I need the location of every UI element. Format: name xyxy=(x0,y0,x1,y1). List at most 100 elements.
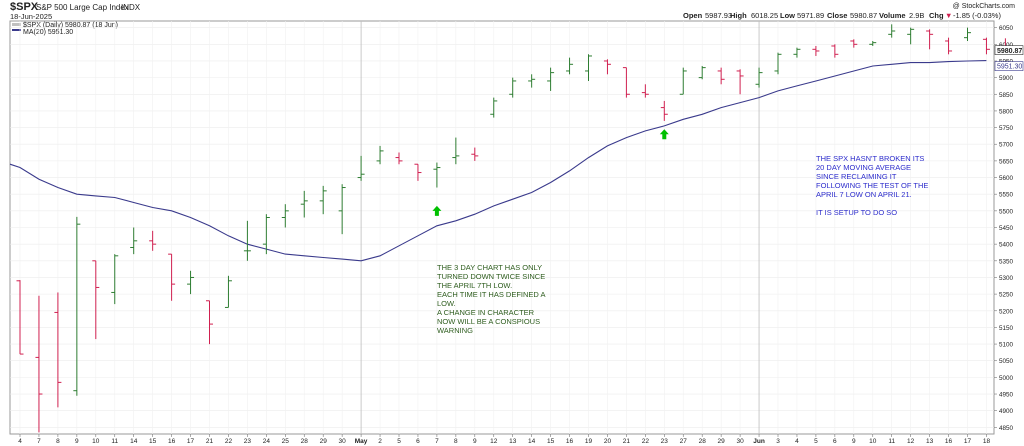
x-tick-label: 20 xyxy=(604,438,612,445)
y-tick-label: 6050 xyxy=(999,25,1014,32)
chg-arrow: ▼ xyxy=(945,11,952,20)
x-tick-label: 17 xyxy=(187,438,195,445)
chart-index-name: S&P 500 Large Cap Index xyxy=(36,3,129,12)
x-tick-label: 23 xyxy=(244,438,252,445)
x-tick-label: 17 xyxy=(964,438,972,445)
copyright: @ StockCharts.com xyxy=(953,3,1016,10)
legend-ma: MA(20) 5951.30 xyxy=(23,29,73,36)
chart-date: 18-Jun-2025 xyxy=(10,12,52,21)
x-tick-label: 7 xyxy=(435,438,439,445)
ohlc-bar xyxy=(831,44,839,58)
up-arrow-icon xyxy=(432,205,442,216)
price-tag: 5980.87 xyxy=(994,45,1024,55)
y-tick-label: 5350 xyxy=(999,258,1014,265)
high-value: 6018.25 xyxy=(751,11,778,20)
x-tick-label: 16 xyxy=(945,438,953,445)
x-tick-label: 28 xyxy=(699,438,707,445)
y-tick-label: 5600 xyxy=(999,175,1014,182)
ohlc-bar xyxy=(414,163,422,181)
x-tick-label: 14 xyxy=(130,438,138,445)
y-tick-label: 6000 xyxy=(999,42,1014,49)
ma20-layer xyxy=(9,60,987,262)
x-tick-label: 22 xyxy=(642,438,650,445)
ohlc-bar xyxy=(717,67,725,85)
open-label: Open xyxy=(683,11,703,20)
ohlc-bar xyxy=(130,227,138,255)
ohlc-bar xyxy=(945,37,953,55)
y-tick-label: 4900 xyxy=(999,408,1014,415)
chart-symbol: $SPX xyxy=(10,1,39,13)
y-tick-label: 5000 xyxy=(999,375,1014,382)
x-tick-label: 25 xyxy=(282,438,290,445)
ohlc-bar xyxy=(850,39,858,48)
ohlc-bar xyxy=(187,270,195,295)
price-tag-box xyxy=(994,45,1024,55)
x-tick-label: 5 xyxy=(814,438,818,445)
x-tick-label: 21 xyxy=(206,438,214,445)
y-tick-label: 5100 xyxy=(999,342,1014,349)
close-label: Close xyxy=(827,11,847,20)
ohlc-bar xyxy=(433,162,441,188)
close-value: 5980.87 xyxy=(850,11,877,20)
x-tick-label: 11 xyxy=(888,438,895,445)
x-tick-label: 19 xyxy=(585,438,593,445)
ohlc-bar xyxy=(528,74,536,88)
annotation-blue-line: SINCE RECLAIMING IT xyxy=(816,172,897,181)
ohlc-bar xyxy=(338,184,346,235)
x-tick-label: 16 xyxy=(168,438,176,445)
y-tick-label: 5800 xyxy=(999,108,1014,115)
y-tick-label: 5250 xyxy=(999,292,1014,299)
x-tick-label: May xyxy=(355,438,368,445)
x-tick-label: 4 xyxy=(795,438,799,445)
annotation-green-line: TURNED DOWN TWICE SINCE xyxy=(437,272,545,281)
x-tick-label: 14 xyxy=(528,438,536,445)
ohlc-bar xyxy=(964,27,971,41)
x-tick-label: 8 xyxy=(56,438,60,445)
y-tick-label: 5200 xyxy=(999,308,1014,315)
annotation-green-line: A CHANGE IN CHARACTER xyxy=(437,308,535,317)
ohlc-bar xyxy=(224,275,232,308)
ma-tag-box xyxy=(994,61,1024,71)
ohlc-bar xyxy=(206,300,213,345)
ohlc-bar xyxy=(262,214,270,255)
ohlc-bar xyxy=(490,97,498,118)
y-tick-label: 5400 xyxy=(999,242,1014,249)
ohlc-bar xyxy=(300,190,308,218)
ohlc-bar xyxy=(54,292,62,408)
x-tick-label: 29 xyxy=(718,438,726,445)
signal-arrows xyxy=(432,129,669,216)
x-axis: 4 7 8 9 10 11 14 15 16 17 21 22 23 24 25 28 29 30 May 2 5 6 7 8… xyxy=(18,434,990,445)
ohlc-bar xyxy=(698,65,706,80)
legend-price: $SPX (Daily) 5980.87 (18 Jun) xyxy=(23,22,118,29)
ohlc-bar xyxy=(452,137,460,165)
x-tick-label: 6 xyxy=(833,438,837,445)
y-tick-label: 5900 xyxy=(999,75,1014,82)
y-tick-label: 5450 xyxy=(999,225,1014,232)
x-tick-label: 27 xyxy=(680,438,688,445)
ohlc-bar xyxy=(679,67,687,95)
y-tick-label: 5700 xyxy=(999,142,1014,149)
ohlc-bar xyxy=(73,216,81,396)
ohlc-bar xyxy=(281,204,289,228)
low-value: 5971.89 xyxy=(797,11,824,20)
ohlc-bar xyxy=(660,100,668,121)
x-tick-label: 30 xyxy=(736,438,744,445)
ohlc-bar xyxy=(35,295,43,433)
y-tick-label: 5150 xyxy=(999,325,1014,332)
x-tick-label: 6 xyxy=(416,438,420,445)
ohlc-bar xyxy=(395,152,403,165)
x-tick-label: 12 xyxy=(490,438,498,445)
legend-swatch-price xyxy=(12,23,21,26)
x-tick-label: 18 xyxy=(983,438,991,445)
x-tick-label: 28 xyxy=(301,438,309,445)
volume-value: 2.9B xyxy=(909,11,924,20)
ohlc-bar xyxy=(509,77,517,98)
ma-tag-value: 5951.30 xyxy=(997,64,1022,71)
x-tick-label: 22 xyxy=(225,438,233,445)
ohlc-bar xyxy=(755,67,763,88)
x-tick-label: 24 xyxy=(263,438,271,445)
annotation-blue-line: IT IS SETUP TO DO SO xyxy=(816,208,897,217)
annotation-blue-line: APRIL 7 LOW ON APRIL 21. xyxy=(816,190,912,199)
up-arrow-icon xyxy=(659,129,669,140)
